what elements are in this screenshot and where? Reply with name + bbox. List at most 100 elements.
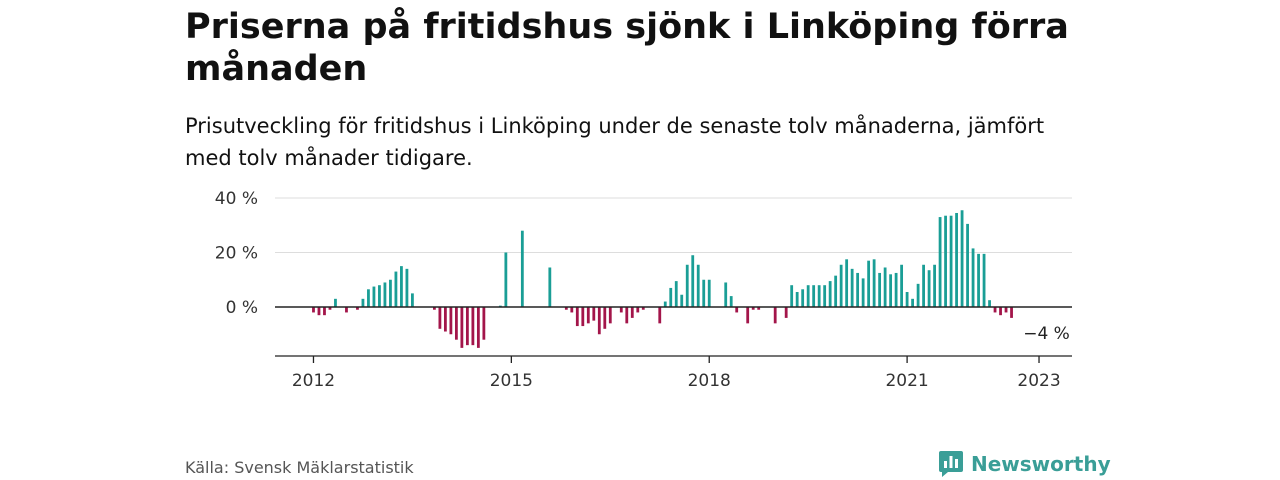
bar	[674, 281, 678, 307]
bar	[476, 307, 480, 348]
bar	[861, 278, 865, 307]
bar	[603, 307, 607, 329]
bar	[894, 272, 898, 307]
last-value-annotation: −4 %	[1023, 324, 1070, 344]
bar	[663, 301, 667, 307]
bar	[636, 307, 640, 313]
bar	[548, 267, 552, 307]
x-tick-label: 2021	[885, 371, 928, 391]
bar	[411, 293, 414, 308]
bar	[806, 285, 810, 307]
bar	[795, 292, 799, 307]
bar	[784, 307, 788, 318]
chart-subtitle: Prisutveckling för fritidshus i Linköpin…	[185, 114, 1045, 170]
bar	[702, 279, 706, 307]
bar	[1004, 307, 1008, 313]
bar	[669, 287, 673, 307]
bar	[367, 289, 370, 307]
bar	[883, 267, 887, 307]
bar	[999, 307, 1002, 316]
bar	[465, 307, 469, 346]
bar	[988, 300, 991, 307]
bar	[801, 289, 805, 307]
bar	[960, 210, 964, 307]
bar	[570, 307, 574, 313]
bar	[916, 283, 920, 307]
bar	[751, 307, 755, 310]
bar	[707, 279, 711, 307]
bar	[977, 253, 980, 307]
bar	[449, 307, 453, 335]
bar	[845, 259, 849, 307]
bar	[356, 307, 359, 310]
bar	[685, 264, 689, 307]
bar	[520, 230, 524, 307]
bar	[680, 294, 684, 307]
bar	[905, 292, 909, 307]
bar	[1010, 307, 1013, 318]
bar	[878, 272, 882, 307]
bar	[400, 266, 403, 308]
bar	[471, 307, 475, 346]
bar	[394, 271, 398, 307]
bar	[729, 296, 733, 307]
bar	[641, 307, 645, 310]
bar	[608, 307, 612, 324]
bar	[345, 307, 348, 313]
bar	[971, 248, 975, 307]
bar	[724, 282, 728, 307]
bar	[597, 307, 601, 335]
bar	[856, 272, 860, 307]
bar-chart-speech-bubble-icon	[939, 451, 963, 477]
bar	[949, 215, 953, 307]
bar	[691, 255, 695, 307]
bar	[383, 282, 387, 307]
bar	[911, 298, 914, 307]
bar	[867, 260, 871, 307]
bar	[592, 307, 596, 321]
bar	[757, 307, 761, 310]
bar	[938, 217, 942, 307]
bar	[443, 307, 447, 332]
bar	[438, 307, 442, 329]
x-tick-label: 2023	[1017, 371, 1060, 391]
bar	[696, 264, 700, 307]
bar	[658, 307, 662, 324]
bar	[630, 307, 634, 318]
x-tick-label: 2012	[292, 371, 335, 391]
bar	[966, 223, 969, 307]
bar	[850, 268, 854, 307]
bar	[927, 270, 931, 307]
bar	[378, 285, 381, 307]
bar	[581, 307, 585, 327]
bar	[834, 275, 838, 307]
bar	[564, 307, 568, 310]
brand-name: Newsworthy	[971, 452, 1111, 476]
x-tick-label: 2015	[490, 371, 533, 391]
bar	[405, 268, 409, 307]
brand-logo: Newsworthy	[938, 450, 1111, 478]
y-tick-label: 0 %	[226, 298, 258, 318]
bar	[625, 307, 629, 324]
bar	[460, 307, 464, 348]
bar	[482, 307, 486, 340]
bar	[372, 286, 376, 307]
chart-title: Priserna på fritidshus sjönk i Linköping…	[185, 7, 1069, 89]
bar	[735, 307, 739, 313]
bar	[433, 307, 436, 310]
bar	[933, 264, 936, 307]
bar	[504, 252, 508, 307]
bar	[944, 215, 947, 307]
bar	[817, 285, 821, 307]
bar	[900, 264, 904, 307]
bar	[317, 307, 321, 316]
bar	[334, 298, 337, 307]
bar	[361, 298, 365, 307]
y-tick-label: 40 %	[215, 189, 258, 209]
y-tick-label: 20 %	[215, 244, 258, 264]
bar	[955, 212, 958, 307]
bar	[922, 264, 925, 307]
bar	[312, 307, 315, 313]
bar	[982, 253, 986, 307]
